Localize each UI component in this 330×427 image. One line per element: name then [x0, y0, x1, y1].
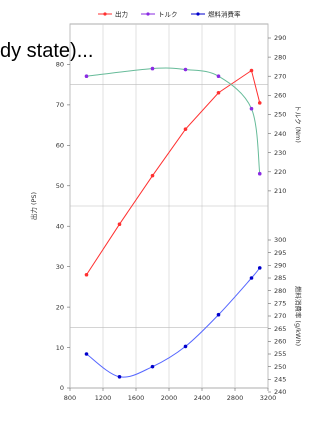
fuel-tick-label: 250: [274, 363, 286, 371]
x-tick-label: 2400: [194, 394, 211, 402]
legend-swatch-marker: [146, 12, 150, 16]
series-point-1: [216, 90, 221, 95]
torque-tick-label: 230: [274, 149, 286, 157]
grid-lines: [69, 24, 269, 388]
legend-swatch-marker: [103, 12, 107, 16]
left-tick-label: 40: [56, 222, 64, 230]
series-point-1: [150, 173, 155, 178]
fuel-tick-label: 265: [274, 325, 286, 333]
left-axis-title: 出力 (PS): [29, 192, 38, 220]
series-point-3: [150, 364, 155, 369]
series-point-1: [257, 101, 262, 105]
left-tick-label: 10: [56, 344, 64, 352]
left-tick-label: 0: [60, 384, 64, 392]
fuel-tick-label: 245: [274, 376, 286, 384]
series-point-3: [257, 266, 262, 270]
series-point-2: [249, 106, 254, 111]
x-tick-label: 3200: [260, 394, 277, 402]
torque-tick-label: 250: [274, 111, 286, 119]
series-point-1: [183, 127, 188, 131]
series-point-3: [117, 375, 122, 379]
torque-axis-title: トルク (Nm): [294, 105, 302, 143]
left-y-axis: 0 10 20 30 40 50 60 70 80 出力 (PS): [29, 61, 70, 392]
fuel-tick-label: 255: [274, 350, 286, 358]
series-point-1: [249, 68, 254, 73]
x-axis: 800 1200 1600 2000 2400 2800 3200: [64, 388, 276, 402]
series-point-3: [84, 352, 89, 356]
series-point-1: [84, 272, 89, 277]
fuel-tick-label: 260: [274, 338, 286, 346]
series-point-2: [216, 74, 221, 79]
fuel-tick-label: 290: [274, 262, 286, 270]
right-y-axis: 210 220 230 240 250 260 270 280 290 トルク (Nm) 240 24…: [268, 34, 303, 396]
x-tick-label: 2800: [227, 394, 244, 402]
left-tick-label: 60: [56, 142, 64, 150]
torque-tick-label: 290: [274, 34, 286, 42]
legend-swatch-marker: [196, 12, 200, 16]
torque-tick-label: 210: [274, 187, 286, 195]
fuel-tick-label: 270: [274, 312, 286, 320]
torque-tick-label: 220: [274, 168, 286, 176]
x-tick-label: 2000: [161, 394, 178, 402]
left-tick-label: 20: [56, 303, 64, 311]
torque-tick-label: 270: [274, 72, 286, 80]
left-tick-label: 70: [56, 101, 64, 109]
chart-legend: 出力 トルク 燃料消費率: [98, 9, 241, 18]
series-point-2: [84, 74, 89, 79]
fuel-axis-title: 燃料消費率 (g/kWh): [294, 286, 303, 346]
left-tick-label: 30: [56, 263, 64, 271]
series-line-3: [86, 267, 261, 378]
series-line-2: [86, 67, 261, 174]
fuel-tick-label: 275: [274, 300, 286, 308]
legend-label: 燃料消費率: [208, 9, 241, 18]
series-point-1: [117, 222, 122, 226]
left-tick-label: 50: [56, 182, 64, 190]
fuel-tick-label: 300: [274, 236, 286, 244]
fuel-tick-label: 295: [274, 249, 286, 257]
fuel-tick-label: 285: [274, 274, 286, 282]
torque-tick-label: 260: [274, 92, 286, 100]
torque-tick-label: 280: [274, 53, 286, 61]
series-point-3: [216, 312, 221, 317]
left-tick-label: 80: [56, 61, 64, 69]
torque-tick-label: 240: [274, 130, 286, 138]
legend-label: 出力: [115, 9, 128, 18]
series-point-3: [249, 276, 254, 280]
x-tick-label: 800: [64, 394, 76, 402]
series-point-2: [150, 66, 155, 71]
series-point-3: [183, 344, 188, 349]
fuel-tick-label: 280: [274, 287, 286, 295]
series-line-1: [86, 69, 261, 276]
series-point-2: [183, 67, 188, 72]
legend-label: トルク: [158, 10, 178, 18]
series-point-2: [257, 171, 262, 176]
series-layer: [84, 66, 262, 379]
x-tick-label: 1200: [95, 394, 112, 402]
fuel-tick-label: 240: [274, 388, 286, 396]
x-tick-label: 1600: [128, 394, 145, 402]
